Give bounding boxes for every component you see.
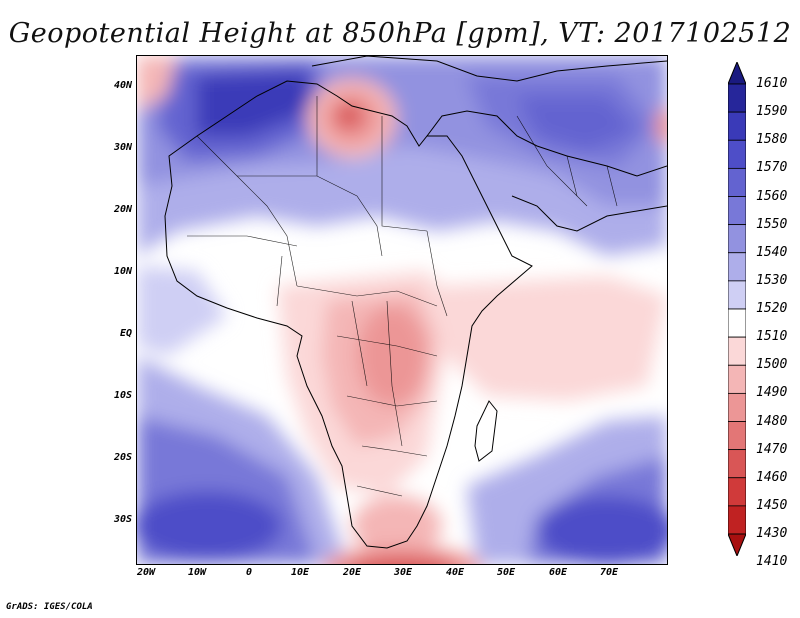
lat-label: 10S xyxy=(113,390,132,401)
lon-label: 10W xyxy=(187,567,207,578)
colorbar-level-label: 1480 xyxy=(756,413,788,429)
colorbar-swatch xyxy=(728,449,746,479)
colorbar-swatch xyxy=(728,111,746,141)
colorbar-swatch xyxy=(728,477,746,507)
lon-label: 50E xyxy=(496,567,516,578)
lon-label: 60E xyxy=(548,567,568,578)
colorbar-level-label: 1540 xyxy=(756,244,788,260)
lat-label: EQ xyxy=(119,328,132,339)
colorbar-level-label: 1610 xyxy=(756,76,788,91)
country-borders xyxy=(187,96,618,497)
map-title: Geopotential Height at 850hPa [gpm], VT:… xyxy=(8,18,792,49)
colorbar-swatch xyxy=(728,139,746,169)
lat-label: 30N xyxy=(113,142,132,153)
colorbar-swatch xyxy=(728,83,746,113)
map-panel xyxy=(136,55,668,565)
colorbar xyxy=(728,62,746,556)
colorbar-level-label: 1410 xyxy=(756,554,788,570)
colorbar-level-label: 1460 xyxy=(756,469,788,485)
colorbar-level-label: 1550 xyxy=(756,216,788,232)
geopotential-field xyxy=(137,56,667,564)
colorbar-swatch xyxy=(728,364,746,394)
lat-label: 40N xyxy=(113,80,132,91)
lon-label: 20W xyxy=(136,567,156,578)
grads-credit: GrADS: IGES/COLA xyxy=(6,602,93,612)
lon-label: 10E xyxy=(290,567,310,578)
lon-label: 40E xyxy=(445,567,465,578)
colorbar-level-label: 1530 xyxy=(756,272,788,288)
colorbar-level-label: 1510 xyxy=(756,329,788,345)
colorbar-swatch xyxy=(728,308,746,338)
lat-label: 20S xyxy=(113,452,132,463)
colorbar-swatch xyxy=(728,224,746,254)
lat-label: 20N xyxy=(113,204,132,215)
colorbar-level-label: 1570 xyxy=(756,160,788,176)
lon-label: 0 xyxy=(245,567,253,578)
coastline-outline xyxy=(164,56,667,549)
colorbar-swatch xyxy=(728,392,746,422)
colorbar-level-label: 1470 xyxy=(756,441,788,457)
colorbar-swatch xyxy=(728,336,746,366)
lon-label: 20E xyxy=(342,567,362,578)
colorbar-swatch xyxy=(728,196,746,226)
colorbar-bottom-arrow xyxy=(728,533,746,556)
colorbar-level-label: 1520 xyxy=(756,301,788,316)
colorbar-swatch xyxy=(728,421,746,451)
colorbar-swatch xyxy=(728,167,746,197)
colorbar-swatch xyxy=(728,505,746,535)
colorbar-level-label: 1590 xyxy=(756,104,788,120)
lon-label: 30E xyxy=(393,567,413,578)
lat-label: 10N xyxy=(113,266,132,277)
colorbar-level-label: 1450 xyxy=(756,497,788,513)
lat-label: 30S xyxy=(113,514,132,525)
lon-label: 70E xyxy=(599,567,619,578)
colorbar-level-label: 1490 xyxy=(756,385,788,401)
colorbar-top-arrow xyxy=(728,62,746,85)
colorbar-level-label: 1430 xyxy=(756,526,788,541)
colorbar-swatch xyxy=(728,280,746,310)
colorbar-level-label: 1580 xyxy=(756,132,788,148)
colorbar-level-label: 1500 xyxy=(756,357,788,373)
colorbar-swatch xyxy=(728,252,746,282)
colorbar-level-label: 1560 xyxy=(756,188,788,204)
